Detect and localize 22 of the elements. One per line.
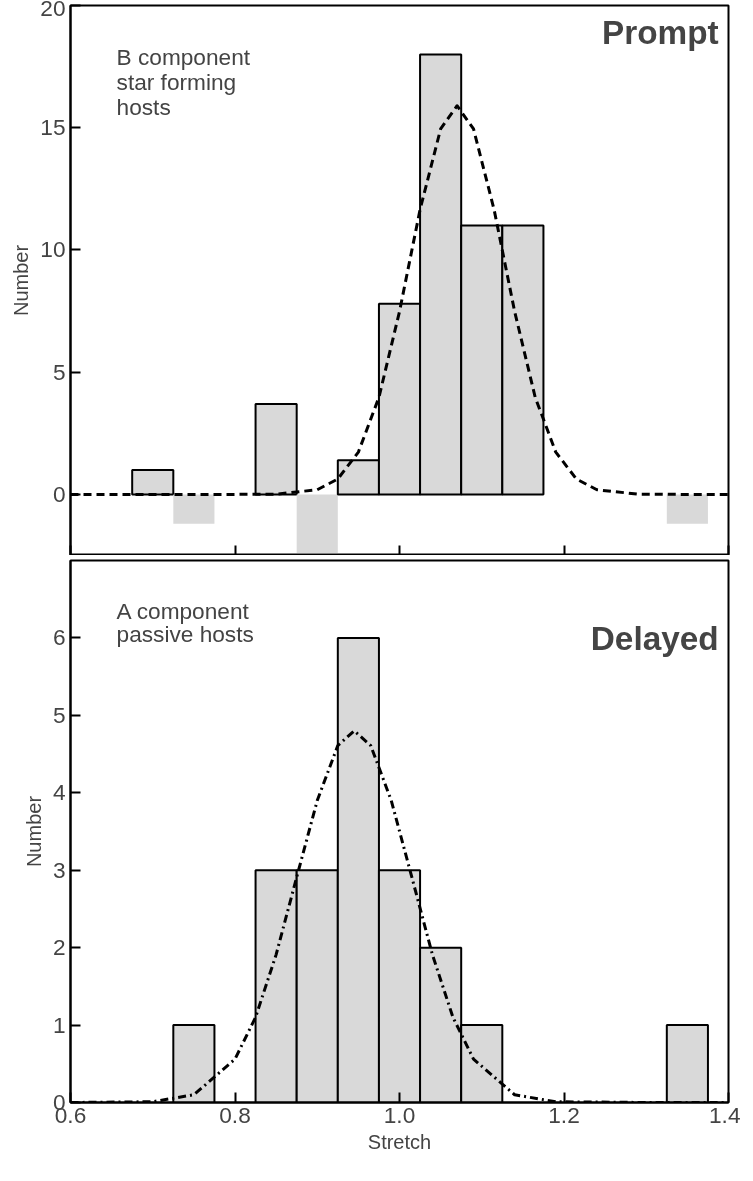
y-axis-title: Number <box>22 795 45 868</box>
y-tick-label: 6 <box>52 624 66 651</box>
y-tick-label: 5 <box>52 701 66 728</box>
y-tick-label: 15 <box>40 114 66 141</box>
y-tick-label: 2 <box>52 934 66 961</box>
y-tick-label: 0 <box>52 480 66 507</box>
x-tick-label: 0.8 <box>219 1101 251 1128</box>
x-tick-label: 1.4 <box>709 1101 741 1128</box>
y-tick-label: 5 <box>52 358 66 385</box>
annotation: Prompt <box>601 13 719 51</box>
y-tick-label: 4 <box>52 779 66 806</box>
x-axis-title: Stretch <box>367 1130 432 1153</box>
y-tick-label: 10 <box>40 236 66 263</box>
annotation: B component star forming hosts <box>116 44 251 120</box>
y-tick-label: 3 <box>52 856 66 883</box>
annotation: Delayed <box>590 620 719 658</box>
x-tick-label: 1.0 <box>383 1101 416 1128</box>
y-tick-label: 1 <box>52 1011 66 1038</box>
y-tick-label: 20 <box>40 0 66 21</box>
x-tick-label: 1.2 <box>548 1101 580 1128</box>
annotation: A component passive hosts <box>116 598 254 647</box>
y-axis-title: Number <box>10 244 33 317</box>
